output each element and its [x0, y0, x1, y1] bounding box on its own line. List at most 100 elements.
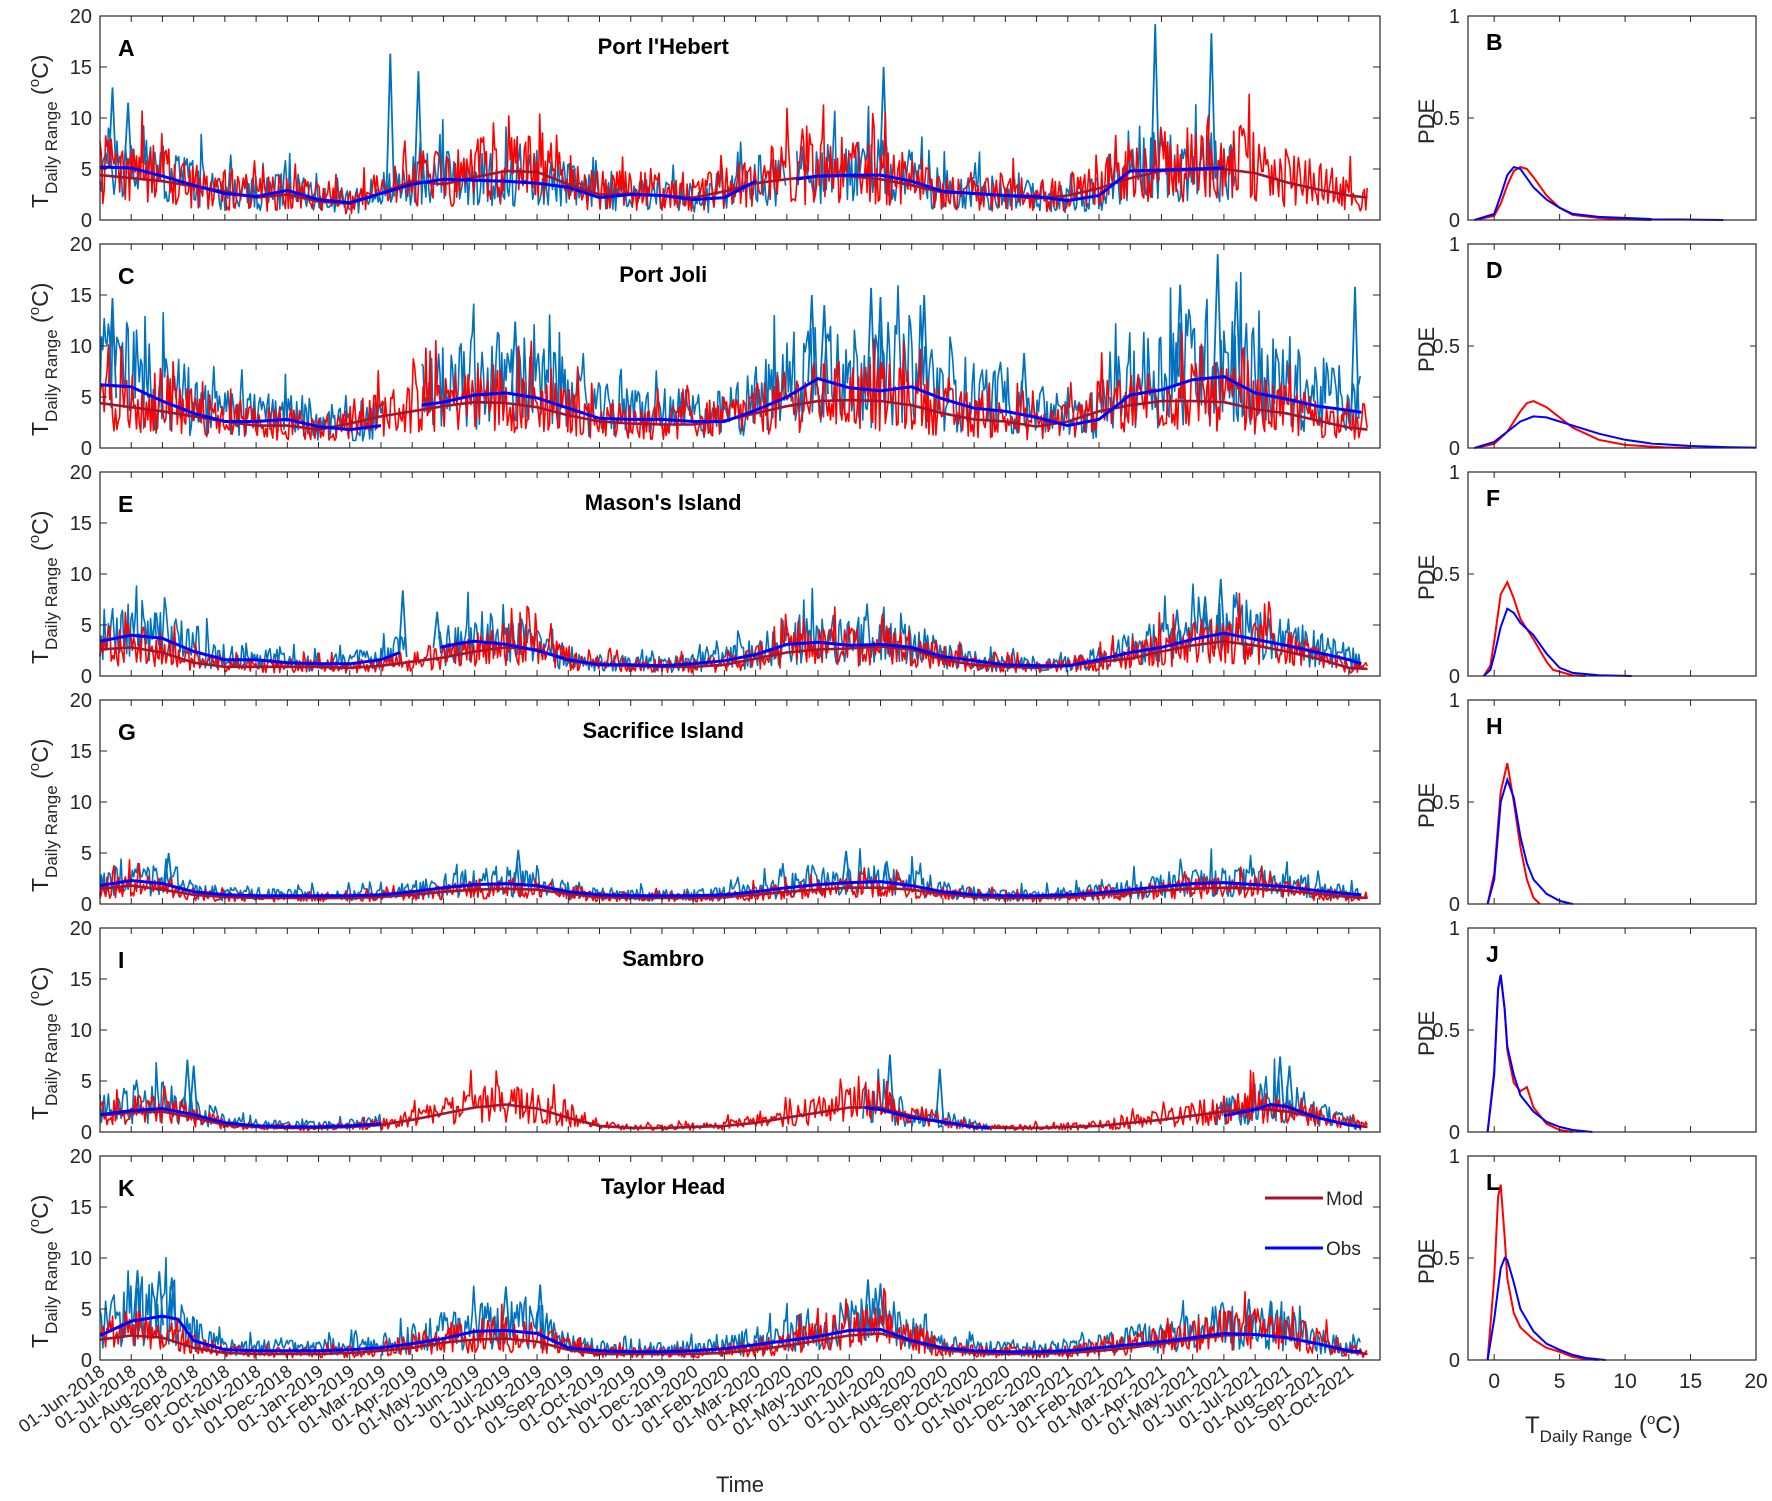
time-panel-g: 0 5 10 15 20 G Sacrifice Island TDaily Range (o… [26, 690, 1381, 916]
panel-letter: K [118, 1175, 135, 1201]
y-axis-label: TDaily Range (oC) [26, 967, 61, 1120]
pde-axes-box [1467, 699, 1757, 905]
pde-y-axis-label: PDE [1414, 327, 1439, 372]
panel-letter: C [118, 263, 135, 289]
pde-y-tick-label: 1 [1449, 1146, 1460, 1168]
y-label-unit: o [26, 79, 43, 87]
time-panel-k: 0 5 10 15 20 K Taylor Head TDaily Range (oC) [26, 1146, 1381, 1372]
legend: Mod Obs [1265, 1189, 1363, 1260]
y-tick-label: 20 [70, 6, 92, 28]
pde-y-tick-label: 1 [1449, 690, 1460, 712]
y-label-main: T [27, 1334, 53, 1348]
pde-axes-box [1467, 927, 1757, 1133]
pde-y-axis-label: PDE [1414, 99, 1439, 144]
y-label-main: T [27, 1106, 53, 1120]
pde-panel-letter: B [1486, 29, 1503, 55]
y-tick-label: 0 [81, 894, 92, 916]
pde-axes-box [1467, 243, 1757, 449]
panel-title: Port l'Hebert [598, 34, 730, 59]
obs-spike [935, 1068, 945, 1124]
pde-obs-curve [1474, 165, 1724, 221]
y-tick-label: 20 [70, 690, 92, 712]
y-tick-label: 10 [70, 792, 92, 814]
pde-mod-curve [1486, 1184, 1599, 1361]
pde-panel-d: 0 0.5 1 D PDE [1414, 234, 1757, 460]
pde-panel-letter: H [1486, 713, 1503, 739]
pde-y-tick-label: 0.5 [1432, 336, 1460, 358]
panel-title: Port Joli [619, 262, 707, 287]
pde-axes-box [1467, 15, 1757, 221]
pde-x-tick-label: 0 [1488, 1370, 1500, 1393]
y-tick-label: 0 [81, 438, 92, 460]
pde-y-tick-label: 0.5 [1432, 792, 1460, 814]
y-axis-label: TDaily Range (oC) [26, 55, 61, 208]
y-tick-label: 5 [81, 1071, 92, 1093]
pde-y-axis-label: PDE [1414, 1011, 1439, 1056]
y-axis-label: TDaily Range (oC) [26, 739, 61, 892]
obs-smooth-line [99, 1314, 1362, 1354]
pde-y-tick-label: 0.5 [1432, 564, 1460, 586]
obs-spike [132, 1270, 143, 1329]
y-tick-label: 5 [81, 387, 92, 409]
pde-y-tick-label: 0 [1449, 1122, 1460, 1144]
obs-spike [432, 611, 442, 654]
obs-spike [167, 1277, 177, 1327]
obs-smooth-line [99, 375, 1362, 432]
obs-spike [535, 1284, 545, 1340]
obs-spike [1216, 579, 1226, 643]
y-label-unit: o [26, 763, 43, 771]
pde-y-axis-label: PDE [1414, 783, 1439, 828]
y-label-unit: o [26, 535, 43, 543]
obs-spike [819, 305, 829, 395]
y-axis-label: TDaily Range (oC) [26, 511, 61, 664]
mod-smooth-line [99, 1332, 1368, 1356]
y-tick-label: 15 [70, 57, 92, 79]
y-label-unit: C) [27, 283, 53, 307]
obs-spike [841, 850, 851, 888]
y-tick-label: 5 [81, 615, 92, 637]
y-label-unit: o [26, 1219, 43, 1227]
obs-spike [882, 861, 892, 887]
mod-raw-series [99, 93, 1368, 215]
time-panel-c: 0 5 10 15 20 C Port Joli TDaily Range (oC) [26, 234, 1381, 460]
obs-spike [151, 612, 161, 646]
pde-y-tick-label: 0 [1449, 666, 1460, 688]
panel-title: Sambro [622, 946, 704, 971]
obs-spike [1150, 24, 1160, 181]
time-axis-label: Time [716, 1472, 764, 1497]
panel-letter: I [118, 947, 124, 973]
pde-mod-curve [1474, 400, 1691, 449]
pde-mod-curve [1486, 762, 1541, 905]
obs-smooth-line [99, 878, 1362, 898]
pde-obs-curve [1474, 415, 1757, 449]
y-tick-label: 15 [70, 513, 92, 535]
y-label-unit: C) [27, 739, 53, 763]
obs-spike [513, 849, 523, 889]
pde-y-tick-label: 1 [1449, 6, 1460, 28]
pde-x-tick-label: 10 [1613, 1370, 1636, 1393]
y-label-main: T [27, 650, 53, 664]
panel-title: Sacrifice Island [582, 718, 743, 743]
mod-smooth-line [99, 639, 1368, 671]
y-tick-label: 20 [70, 234, 92, 256]
obs-spike [413, 71, 424, 191]
y-label-unit: ( [27, 87, 53, 101]
y-label-main: T [27, 194, 53, 208]
pde-y-tick-label: 0 [1449, 894, 1460, 916]
obs-smooth-line [99, 1102, 1362, 1130]
y-label-sub: Daily Range [42, 785, 61, 878]
obs-spike [1231, 281, 1241, 397]
y-tick-label: 0 [81, 1350, 92, 1372]
y-label-unit: ( [27, 1227, 53, 1241]
mod-smooth-line [99, 884, 1368, 900]
svg-text:TDaily Range (oC): TDaily Range (oC) [1525, 1411, 1681, 1446]
pde-mod-curve [1482, 579, 1586, 677]
panel-title: Mason's Island [585, 490, 742, 515]
y-tick-label: 15 [70, 1197, 92, 1219]
y-tick-label: 5 [81, 843, 92, 865]
y-tick-label: 10 [70, 564, 92, 586]
pde-axes-box [1467, 1155, 1757, 1361]
y-tick-label: 10 [70, 108, 92, 130]
y-axis-label: TDaily Range (oC) [26, 1195, 61, 1348]
